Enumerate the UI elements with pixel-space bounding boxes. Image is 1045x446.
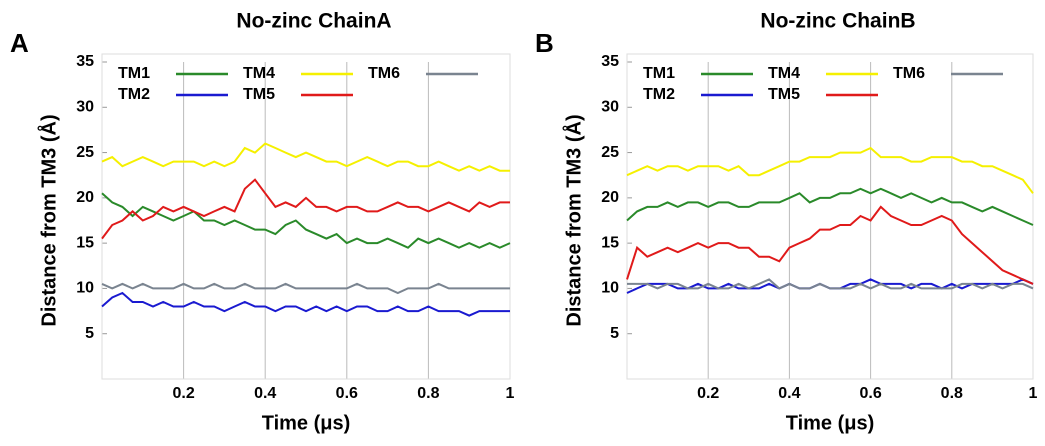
plot-frame (626, 53, 1034, 380)
y-tick-label: 15 (76, 234, 94, 251)
y-tick-label: 30 (76, 99, 94, 116)
legend-label: TM4 (243, 65, 275, 82)
y-axis-label: Distance from TM3 (Å) (36, 114, 60, 326)
y-tick-label: 30 (601, 99, 619, 116)
y-tick-label: 10 (76, 280, 94, 297)
chart-title: No-zinc ChainB (760, 10, 915, 33)
y-tick-label: 10 (601, 280, 619, 297)
x-tick-label: 0.4 (778, 385, 800, 402)
legend-label: TM2 (643, 86, 675, 103)
legend-label: TM4 (768, 65, 800, 82)
legend-label: TM5 (768, 86, 800, 103)
legend-label: TM5 (243, 86, 275, 103)
chart-title: No-zinc ChainA (236, 10, 391, 33)
y-tick-label: 5 (85, 325, 94, 342)
legend-label: TM2 (118, 86, 150, 103)
series-line (626, 146, 1034, 194)
x-tick-label: 0.8 (417, 385, 439, 402)
series-line (101, 178, 510, 240)
y-tick-label: 15 (601, 234, 619, 251)
series-line (101, 291, 510, 317)
x-tick-label: 1 (1029, 385, 1038, 402)
series-line (626, 205, 1034, 285)
series-line (101, 282, 510, 295)
legend-label: TM1 (643, 65, 675, 82)
x-axis-label: Time (μs) (262, 412, 351, 434)
y-tick-label: 20 (76, 189, 94, 206)
y-tick-label: 5 (610, 325, 619, 342)
x-axis-label: Time (μs) (786, 412, 875, 434)
x-tick-label: 0.8 (941, 385, 963, 402)
x-tick-label: 0.2 (697, 385, 719, 402)
x-tick-label: 0.4 (254, 385, 276, 402)
plot-frame (101, 53, 511, 380)
y-tick-label: 35 (76, 53, 94, 70)
series-line (627, 278, 1034, 290)
legend-label: TM1 (118, 65, 150, 82)
panel-letter: B (535, 28, 554, 58)
y-axis-label: Distance from TM3 (Å) (561, 114, 585, 326)
y-tick-label: 25 (76, 144, 94, 161)
x-tick-label: 1 (506, 385, 515, 402)
legend-label: TM6 (893, 65, 925, 82)
y-tick-label: 25 (601, 144, 619, 161)
series-line (101, 142, 510, 172)
x-tick-label: 0.6 (336, 385, 358, 402)
x-tick-label: 0.6 (859, 385, 881, 402)
panel-letter: A (10, 28, 29, 58)
series-line (626, 187, 1034, 226)
x-tick-label: 0.2 (172, 385, 194, 402)
series-line (626, 278, 1034, 294)
legend-label: TM6 (368, 65, 400, 82)
y-tick-label: 35 (601, 53, 619, 70)
y-tick-label: 20 (601, 189, 619, 206)
series-line (101, 192, 511, 249)
